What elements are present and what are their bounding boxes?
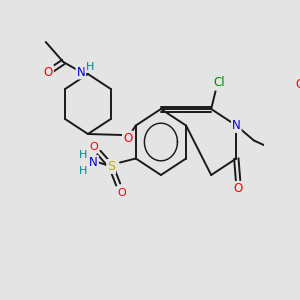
Text: H: H — [79, 149, 87, 160]
Text: Cl: Cl — [213, 76, 225, 89]
Text: O: O — [233, 182, 243, 195]
Text: H: H — [79, 166, 87, 176]
Text: N: N — [232, 119, 241, 132]
Text: O: O — [123, 131, 132, 145]
Text: H: H — [85, 62, 94, 72]
Text: N: N — [76, 65, 85, 79]
Text: O: O — [117, 188, 126, 197]
Text: N: N — [89, 156, 98, 169]
Text: S: S — [107, 160, 115, 173]
Text: O: O — [89, 142, 98, 152]
Text: O: O — [44, 65, 53, 79]
Text: O: O — [295, 78, 300, 91]
